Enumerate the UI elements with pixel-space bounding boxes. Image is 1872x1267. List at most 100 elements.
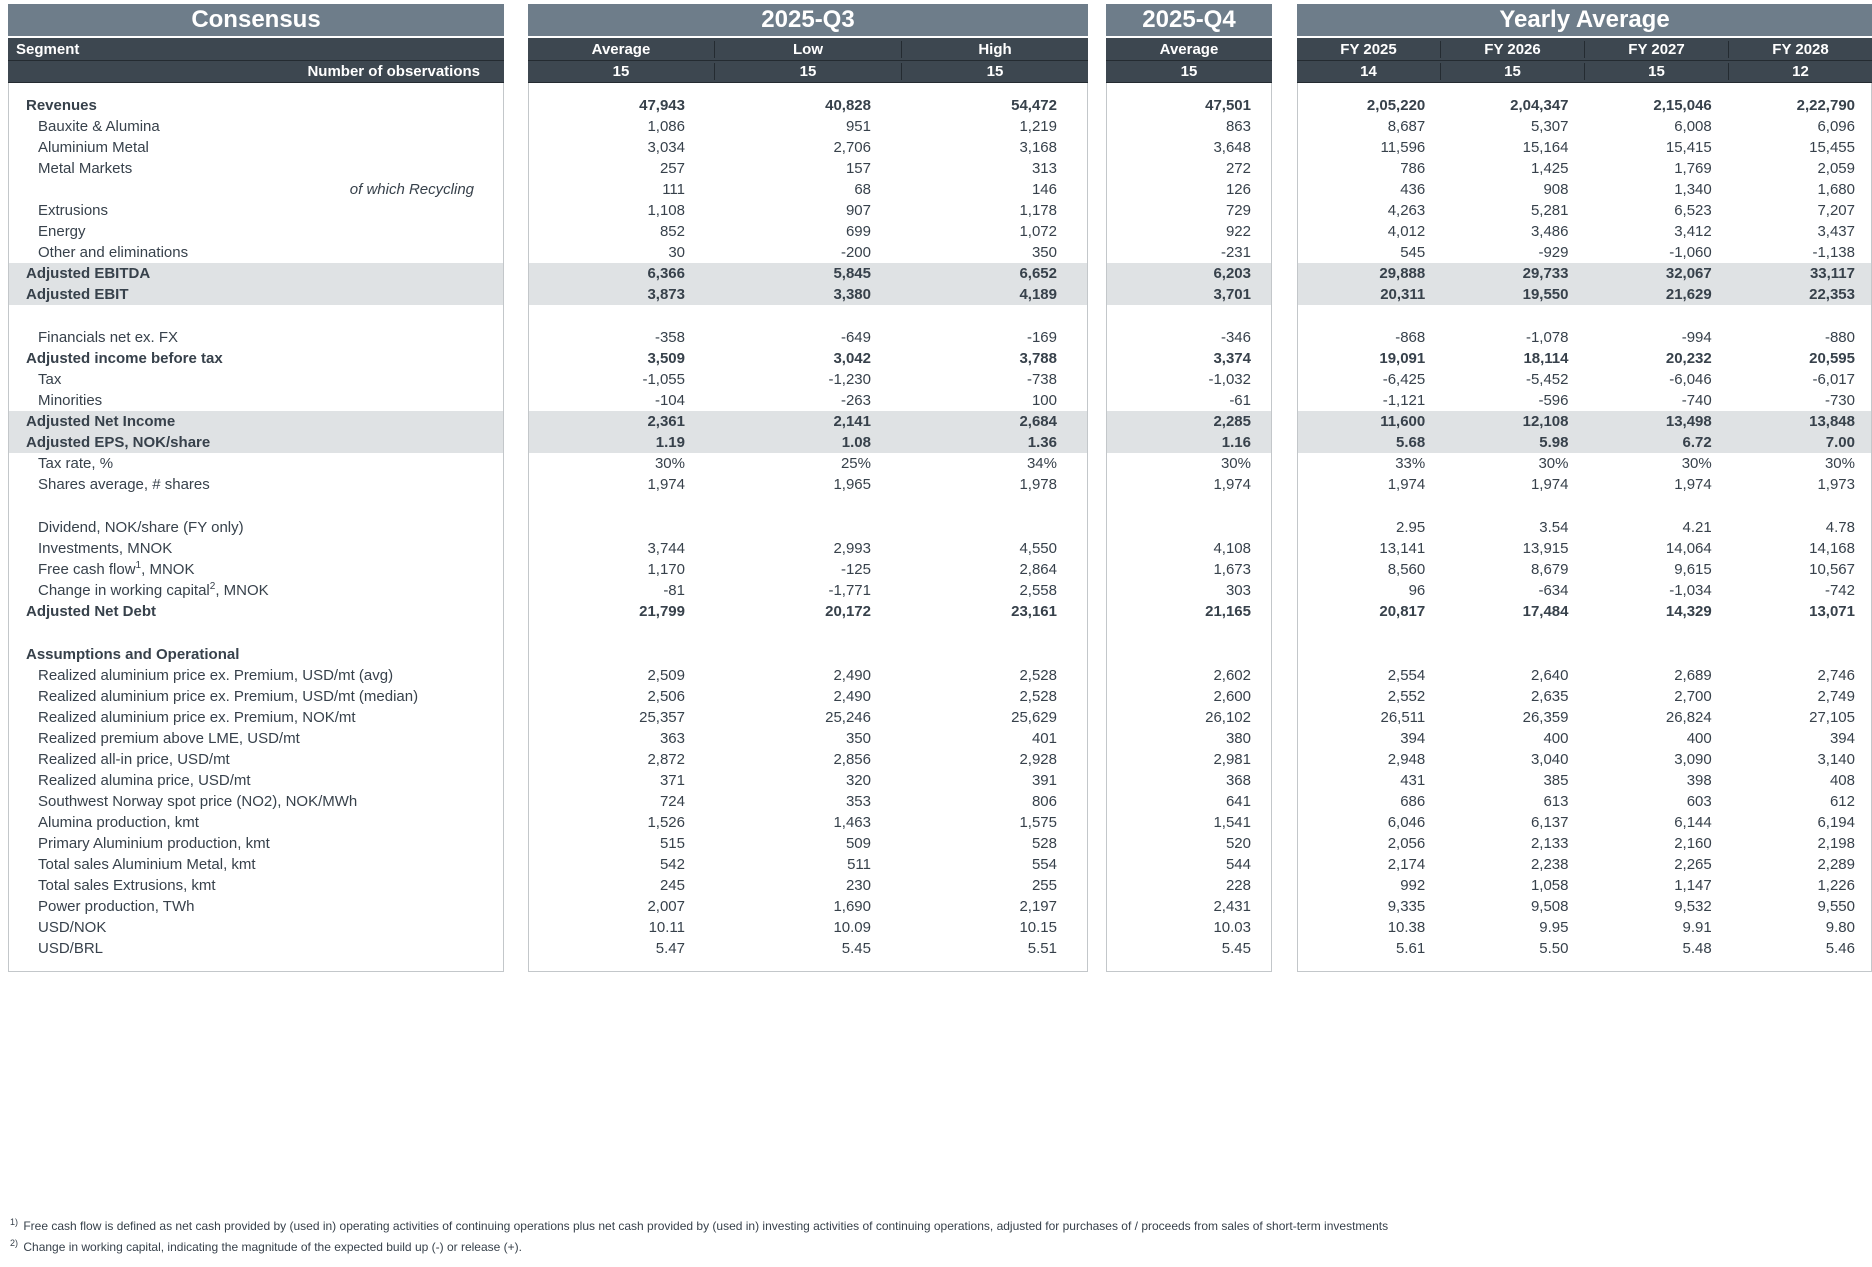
cell-value: 111 xyxy=(662,181,685,198)
table-row: 47,501 xyxy=(1107,95,1271,116)
cell-value: -740 xyxy=(1681,392,1712,409)
q3-title: 2025-Q3 xyxy=(761,6,855,33)
cell-value: 951 xyxy=(845,118,871,135)
cell-value: 19,091 xyxy=(1379,350,1426,367)
cell-value: 10.09 xyxy=(833,919,871,936)
table-row xyxy=(529,644,1087,665)
cell-value: -1,078 xyxy=(1525,329,1569,346)
row-label: Free cash flow1, MNOK xyxy=(38,560,195,579)
table-row: 729 xyxy=(1107,200,1271,221)
table-row: 20,817 17,484 14,329 13,071 xyxy=(1298,601,1871,622)
segment-header-row: Segment xyxy=(8,38,504,61)
cell-value: -730 xyxy=(1824,392,1855,409)
cell-value: 1,072 xyxy=(1019,223,1057,240)
cell-value: 25,357 xyxy=(639,709,685,726)
table-row: 371 320 391 xyxy=(529,770,1087,791)
table-row: 1,526 1,463 1,575 xyxy=(529,812,1087,833)
cell-value: 2,635 xyxy=(1530,688,1569,705)
table-row: 1,541 xyxy=(1107,812,1271,833)
cell-value: 10.11 xyxy=(648,919,685,936)
cell-value: 515 xyxy=(659,835,685,852)
cell-value: -6,017 xyxy=(1812,371,1855,388)
cell-value: 3,412 xyxy=(1674,223,1712,240)
table-row: Realized aluminium price ex. Premium, NO… xyxy=(9,707,503,728)
cell-value: 6.72 xyxy=(1682,434,1712,451)
cell-value: 40,828 xyxy=(825,97,871,114)
table-row: Power production, TWh xyxy=(9,896,503,917)
table-row: 3,374 xyxy=(1107,348,1271,369)
cell-value: 6,203 xyxy=(1213,265,1251,282)
q3-column-headers: Average Low High xyxy=(528,38,1088,61)
cell-value: 1,108 xyxy=(647,202,685,219)
cell-value: 25% xyxy=(840,455,871,472)
table-row: 8,560 8,679 9,615 10,567 xyxy=(1298,559,1871,580)
table-row: 786 1,425 1,769 2,059 xyxy=(1298,158,1871,179)
table-row: 3,701 xyxy=(1107,284,1271,305)
cell-value: 230 xyxy=(845,877,871,894)
cell-value: 5.45 xyxy=(841,940,871,957)
table-row: 544 xyxy=(1107,854,1271,875)
cell-value: 2,689 xyxy=(1674,667,1712,684)
cell-value: 2,640 xyxy=(1530,667,1569,684)
cell-value: 9,615 xyxy=(1674,561,1712,578)
table-row: 1,974 1,965 1,978 xyxy=(529,474,1087,495)
cell-value: 401 xyxy=(1031,730,1057,747)
cell-value: 9,532 xyxy=(1674,898,1712,915)
cell-value: 1,974 xyxy=(1674,476,1712,493)
cell-value: 2,506 xyxy=(647,688,685,705)
table-row: 1,170 -125 2,864 xyxy=(529,559,1087,580)
cell-value: 380 xyxy=(1225,730,1251,747)
observations-header-row: Number of observations xyxy=(8,61,504,83)
cell-value: -6,046 xyxy=(1669,371,1712,388)
cell-value: 26,824 xyxy=(1665,709,1712,726)
table-row: Financials net ex. FX xyxy=(9,327,503,348)
table-row: Energy xyxy=(9,221,503,242)
column-header: FY 2027 xyxy=(1585,40,1729,58)
table-row: Primary Aluminium production, kmt xyxy=(9,833,503,854)
cell-value: 3,034 xyxy=(647,139,685,156)
table-row: 2,552 2,635 2,700 2,749 xyxy=(1298,686,1871,707)
table-row: 4,263 5,281 6,523 7,207 xyxy=(1298,200,1871,221)
cell-value: 3,140 xyxy=(1817,751,1855,768)
row-label: Realized alumina price, USD/mt xyxy=(38,772,251,789)
cell-value: 1,226 xyxy=(1817,877,1855,894)
table-row: Revenues xyxy=(9,95,503,116)
cell-value: 2.95 xyxy=(1396,519,1426,536)
column-header: FY 2025 xyxy=(1297,40,1441,58)
table-row: 686 613 603 612 xyxy=(1298,791,1871,812)
cell-value: 3,744 xyxy=(647,540,685,557)
table-row xyxy=(529,622,1087,644)
table-row: 2,509 2,490 2,528 xyxy=(529,665,1087,686)
cell-value: 520 xyxy=(1225,835,1251,852)
row-label: Extrusions xyxy=(38,202,109,219)
cell-value: 1,340 xyxy=(1674,181,1712,198)
cell-value: 10.03 xyxy=(1213,919,1251,936)
table-row: 542 511 554 xyxy=(529,854,1087,875)
cell-value: 13,498 xyxy=(1665,413,1712,430)
table-row xyxy=(1298,622,1871,644)
cell-value: 33% xyxy=(1395,455,1426,472)
table-row: 1,974 1,974 1,974 1,973 xyxy=(1298,474,1871,495)
table-row: Assumptions and Operational xyxy=(9,644,503,665)
table-row xyxy=(9,495,503,517)
table-row: -61 xyxy=(1107,390,1271,411)
column-header: Average xyxy=(528,40,715,58)
cell-value: 6,652 xyxy=(1019,265,1057,282)
table-row: 2,981 xyxy=(1107,749,1271,770)
cell-value: 4,108 xyxy=(1213,540,1251,557)
table-row: 431 385 398 408 xyxy=(1298,770,1871,791)
cell-value: 1,974 xyxy=(1213,476,1251,493)
row-label: Total sales Aluminium Metal, kmt xyxy=(38,856,256,873)
cell-value: -880 xyxy=(1824,329,1855,346)
cell-value: -1,055 xyxy=(642,371,685,388)
cell-value: 2,948 xyxy=(1387,751,1426,768)
table-row: -231 xyxy=(1107,242,1271,263)
cell-value: 6,008 xyxy=(1674,118,1712,135)
table-row: 5.45 xyxy=(1107,938,1271,959)
table-row: 368 xyxy=(1107,770,1271,791)
cell-value: 10.15 xyxy=(1019,919,1057,936)
cell-value: 391 xyxy=(1031,772,1057,789)
cell-value: 8,679 xyxy=(1530,561,1569,578)
cell-value: 96 xyxy=(1408,582,1426,599)
cell-value: 33,117 xyxy=(1809,265,1855,282)
